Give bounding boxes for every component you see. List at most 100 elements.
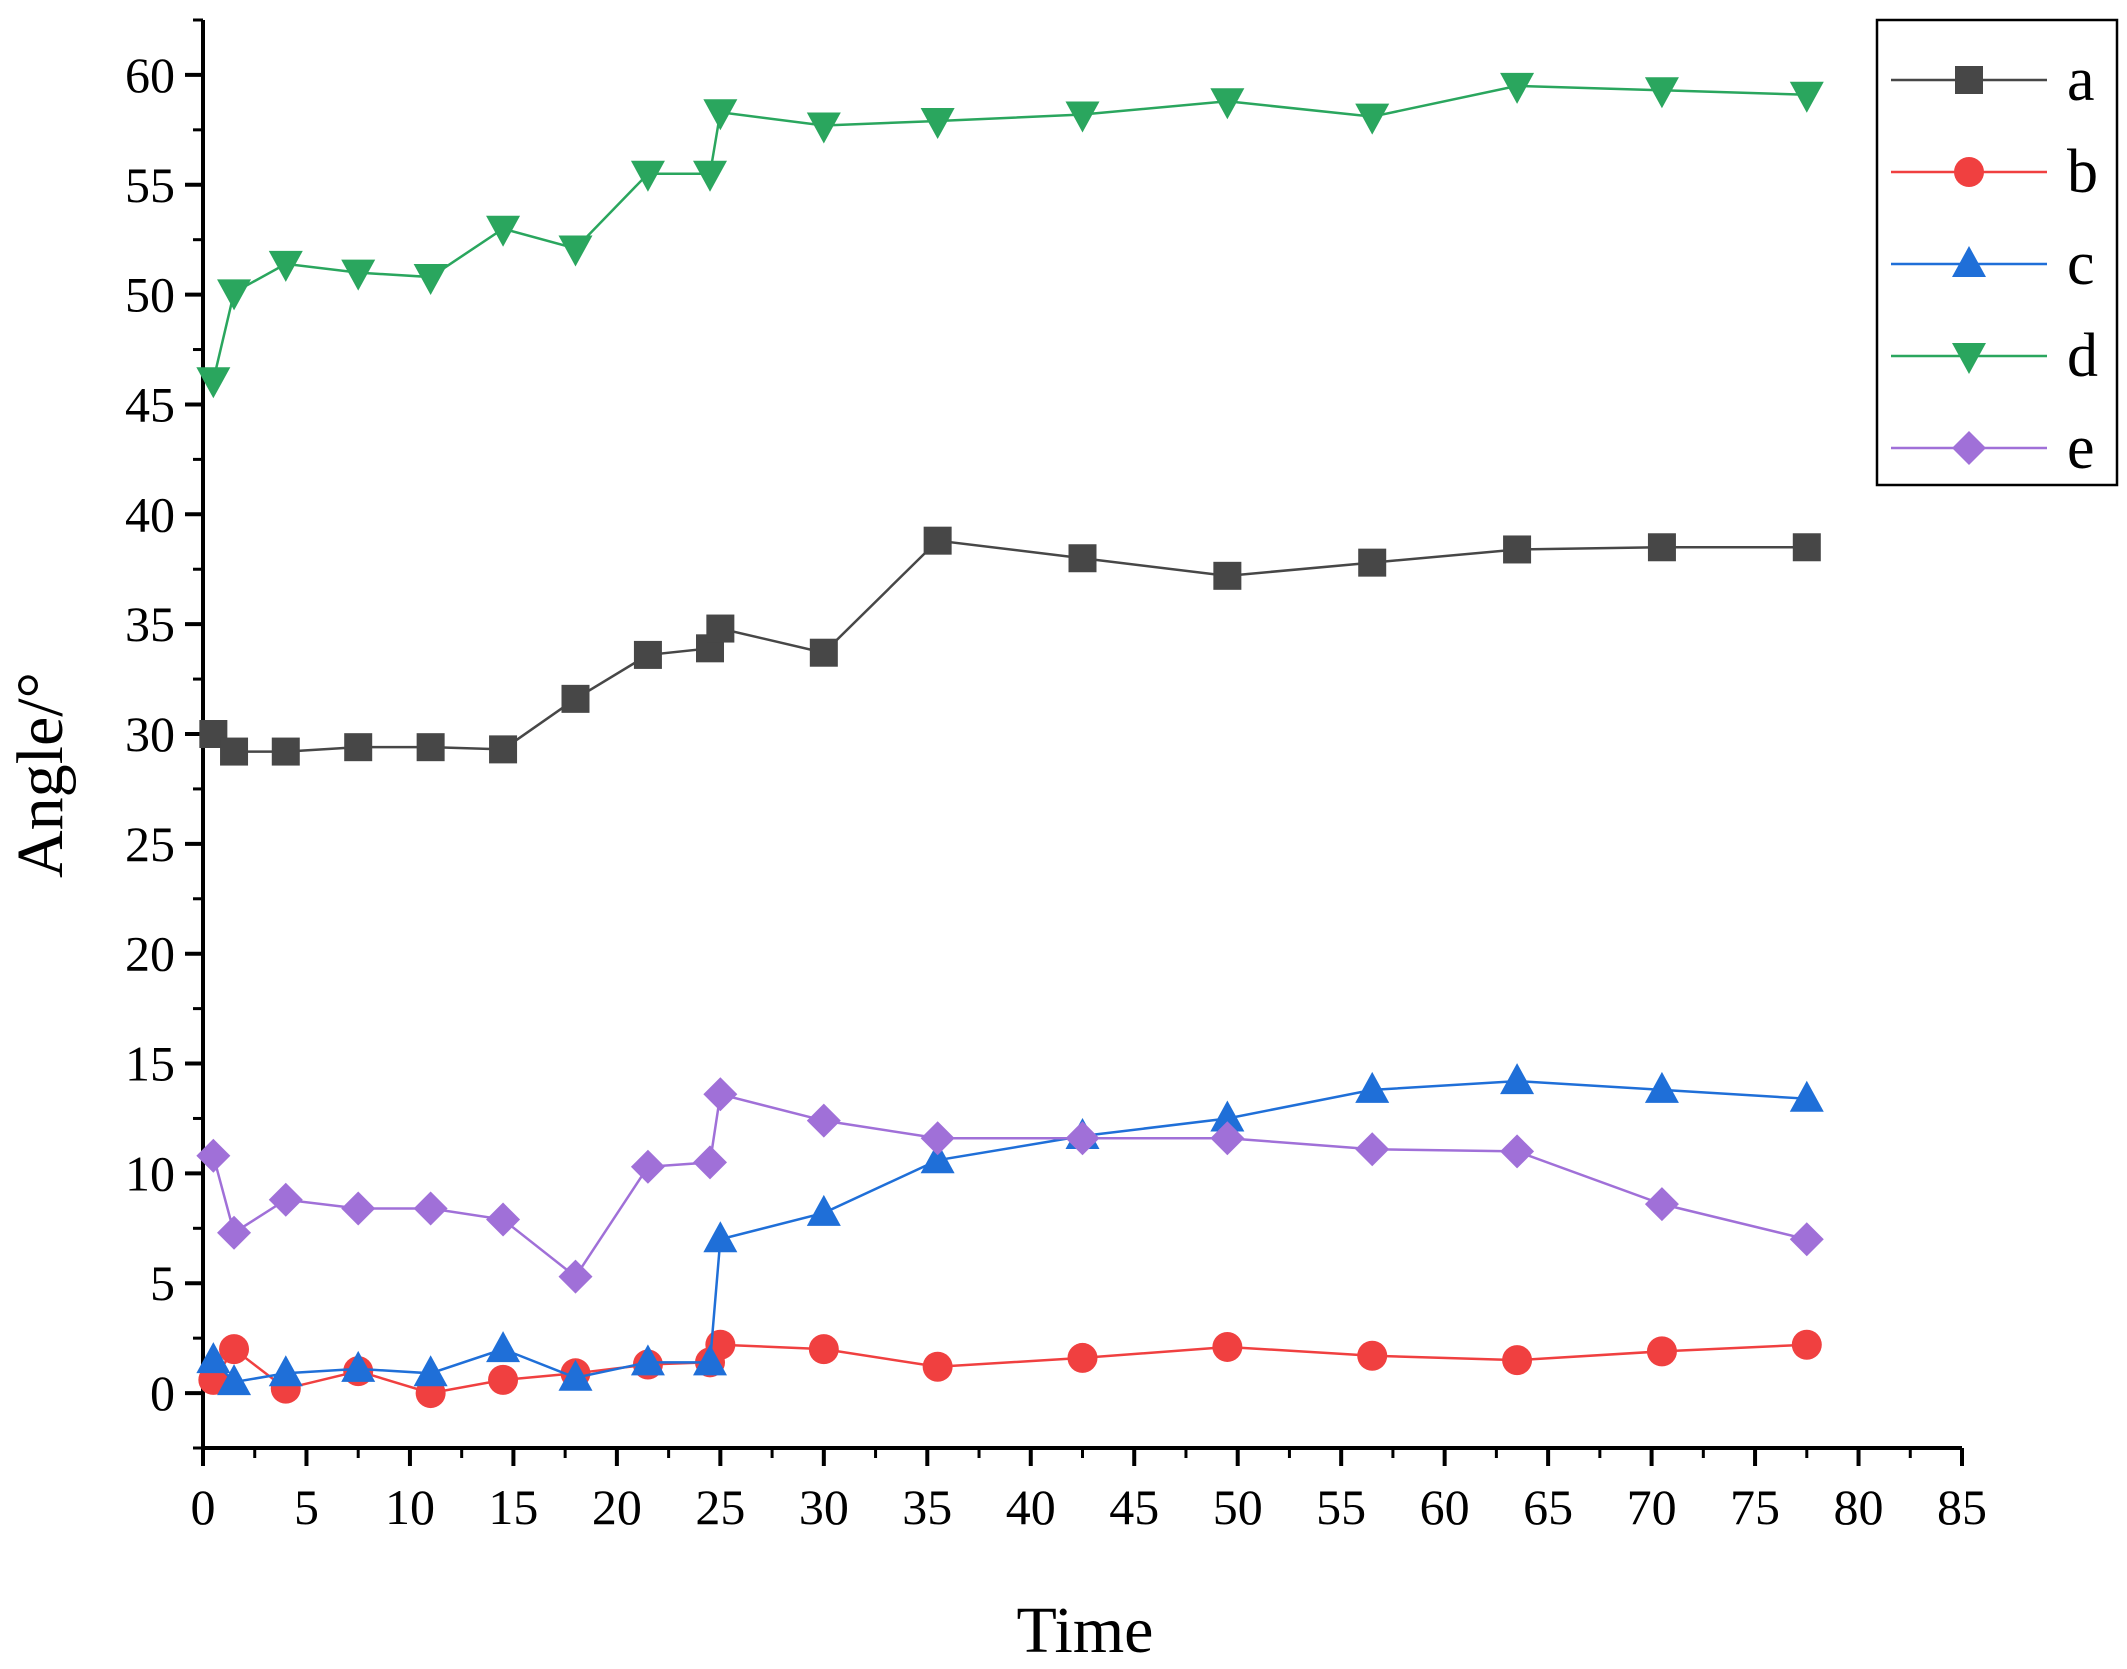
series-c-point (630, 1344, 665, 1376)
y-tick-label: 10 (125, 1145, 175, 1201)
y-tick-label: 60 (125, 47, 175, 103)
legend-marker-d (1952, 343, 1986, 374)
legend-marker-e (1952, 431, 1986, 465)
series-b-point (1646, 1336, 1677, 1367)
x-tick-label: 50 (1213, 1479, 1263, 1535)
plot-area (201, 20, 1962, 1450)
series-c-point (413, 1355, 448, 1387)
series-e-point (486, 1202, 521, 1237)
series-b-line (212, 1343, 1807, 1395)
series-a-point (706, 614, 735, 643)
series-d-point (217, 279, 252, 311)
legend-marker-c (1952, 246, 1986, 277)
series-a-line (212, 539, 1807, 753)
y-axis-title: Angle/° (4, 672, 77, 878)
series-d-point (1210, 88, 1245, 120)
legend-label-b: b (2067, 138, 2098, 206)
series-a-point (1358, 548, 1387, 577)
series-c-point (693, 1344, 728, 1376)
series-d-point (1644, 77, 1679, 109)
series-c-point (806, 1194, 841, 1226)
x-axis-title: Time (1017, 1594, 1154, 1667)
series-e-point (920, 1121, 955, 1156)
series-b-point (1357, 1340, 1388, 1371)
series-e-point (217, 1215, 252, 1250)
series-e-line (212, 1092, 1808, 1279)
series-e-point (1065, 1121, 1100, 1156)
series-c-point (1789, 1080, 1824, 1112)
series-a-point (923, 526, 952, 555)
series-c-point (1500, 1063, 1535, 1095)
series-a-point (633, 640, 662, 669)
series-c-point (486, 1331, 521, 1363)
series-e-point (1355, 1132, 1390, 1167)
x-tick-label: 60 (1420, 1479, 1470, 1535)
y-tick-label: 25 (125, 816, 175, 872)
series-d-point (1065, 101, 1100, 133)
series-e-point (268, 1182, 303, 1217)
series-a-point (1503, 535, 1532, 564)
series-c-point (1210, 1100, 1245, 1132)
series-c-point (1644, 1071, 1679, 1103)
series-c-point (920, 1142, 955, 1174)
x-tick-label: 75 (1730, 1479, 1780, 1535)
x-tick-label: 30 (799, 1479, 849, 1535)
series-e-point (1789, 1222, 1824, 1257)
series-d-line (212, 84, 1807, 381)
y-tick-label: 35 (125, 596, 175, 652)
series-c-point (1355, 1071, 1390, 1103)
legend-marker-a (1955, 66, 1983, 94)
x-tick-label: 65 (1523, 1479, 1573, 1535)
series-d-point (693, 160, 728, 192)
series-a-point (344, 733, 373, 762)
series-b-point (1212, 1331, 1243, 1362)
series-c (196, 1063, 1824, 1396)
y-tick-label: 45 (125, 376, 175, 432)
series-d-point (1789, 81, 1824, 113)
series-a-point (561, 684, 590, 713)
series-d-point (486, 215, 521, 247)
series-b-point (808, 1334, 839, 1365)
legend-label-e: e (2067, 414, 2095, 482)
series-a-point (809, 638, 838, 667)
x-tick-label: 5 (294, 1479, 319, 1535)
y-tick-label: 50 (125, 267, 175, 323)
series-b-point (219, 1334, 250, 1365)
series-a-point (220, 737, 249, 766)
series-d-point (806, 112, 841, 144)
y-tick-label: 15 (125, 1036, 175, 1092)
series-a-point (489, 735, 518, 764)
series-e-point (630, 1149, 665, 1184)
series-b-point (1791, 1329, 1822, 1360)
series-c-point (268, 1355, 303, 1387)
x-tick-label: 40 (1006, 1479, 1056, 1535)
legend-label-c: c (2067, 230, 2095, 298)
series-b-point (922, 1351, 953, 1382)
legend-label-d: d (2067, 322, 2098, 390)
series-d-point (1500, 72, 1535, 104)
x-tick-label: 0 (191, 1479, 216, 1535)
series-e-point (806, 1103, 841, 1138)
series-d-point (1355, 103, 1390, 135)
series-e-point (1210, 1121, 1245, 1156)
series-a-point (416, 733, 445, 762)
series-a-point (271, 737, 300, 766)
x-tick-label: 80 (1834, 1479, 1884, 1535)
x-tick-label: 55 (1316, 1479, 1366, 1535)
x-tick-label: 25 (695, 1479, 745, 1535)
series-e-point (558, 1259, 593, 1294)
y-tick-label: 5 (150, 1255, 175, 1311)
series-d (196, 72, 1824, 399)
series-d-point (341, 259, 376, 291)
series-a-point (1792, 533, 1821, 562)
series-c-point (196, 1342, 231, 1374)
y-tick-label: 30 (125, 706, 175, 762)
series-c-point (703, 1221, 738, 1253)
legend-marker-b (1954, 157, 1984, 187)
x-tick-label: 70 (1627, 1479, 1677, 1535)
x-tick-label: 35 (902, 1479, 952, 1535)
series-c-point (341, 1350, 376, 1382)
x-tick-label: 45 (1109, 1479, 1159, 1535)
series-d-point (703, 99, 738, 131)
